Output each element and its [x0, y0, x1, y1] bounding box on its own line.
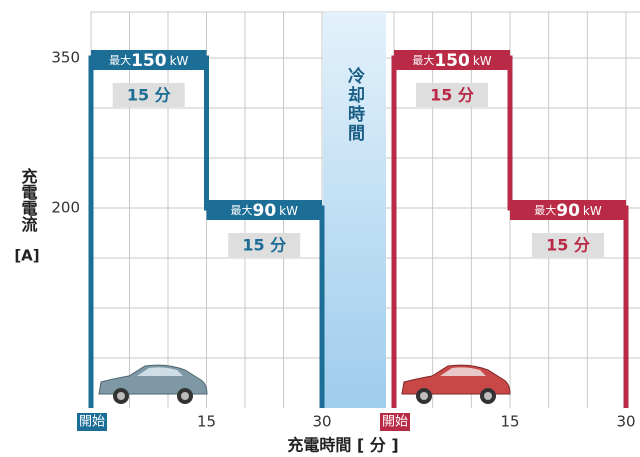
power-label-part: kW: [473, 54, 492, 68]
chart: 200 350 冷却時間 充電電流 [A] 充電時間 [ 分 ] 開始 15 30 最大…: [0, 0, 640, 457]
power-label-part: 最大: [534, 203, 556, 217]
cooling-label: 冷却時間: [344, 66, 365, 143]
x-tick-label: 15: [500, 413, 519, 431]
power-label-part: kW: [279, 204, 298, 218]
y-tick-label: 350: [51, 49, 80, 67]
power-label-part: 最大: [412, 53, 434, 67]
power-label-part: 150: [434, 51, 470, 71]
power-label-part: 90: [556, 201, 580, 221]
x-tick-label: 30: [312, 413, 331, 431]
x-tick-label: 開始: [382, 415, 408, 430]
duration-label: 15 分: [242, 236, 286, 255]
duration-label: 15 分: [430, 86, 474, 105]
duration-label: 15 分: [546, 236, 590, 255]
x-tick-label: 15: [197, 413, 216, 431]
power-label-part: kW: [583, 204, 602, 218]
power-label-part: 最大: [231, 203, 253, 217]
y-axis-label: 充電電流: [19, 167, 38, 233]
power-label-part: 150: [131, 51, 167, 71]
y-tick-label: 200: [51, 199, 80, 217]
x-tick-label: 30: [616, 413, 635, 431]
y-axis-unit: [A]: [14, 247, 39, 265]
car-icon: [99, 365, 207, 404]
duration-label: 15 分: [127, 86, 171, 105]
power-label-part: 90: [253, 201, 277, 221]
car-icon: [402, 365, 510, 404]
power-label-part: kW: [170, 54, 189, 68]
x-axis-label: 充電時間 [ 分 ]: [287, 436, 398, 455]
power-label-part: 最大: [109, 53, 131, 67]
x-tick-label: 開始: [79, 415, 105, 430]
